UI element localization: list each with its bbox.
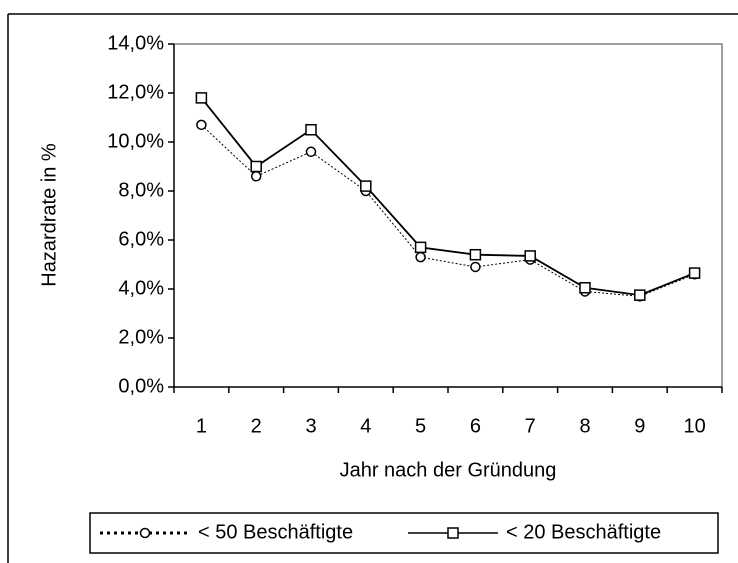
y-tick-label: 8,0% [118,179,164,201]
point [250,171,262,182]
point [195,92,208,104]
x-axis-title: Jahr nach der Gründung [340,459,557,481]
x-tick-label: 6 [470,415,481,437]
y-tick-label: 4,0% [118,277,164,299]
legend-label: < 50 Beschäftigte [198,521,353,543]
point [139,527,151,539]
y-axis-title: Hazardrate in % [38,143,60,287]
point [447,527,459,539]
x-tick-label: 2 [251,415,262,437]
point [688,267,701,279]
point [305,124,317,136]
y-tick-label: 10,0% [107,130,164,152]
x-tick-label: 3 [305,415,316,437]
x-tick-label: 4 [360,415,371,437]
point [634,289,646,301]
point [250,160,262,173]
point [305,146,317,158]
x-tick-label: 10 [683,415,705,437]
series-line [200,97,695,297]
x-tick-label: 9 [634,415,645,437]
point [196,119,207,131]
point [579,282,591,294]
y-tick-label: 14,0% [107,32,164,54]
x-tick-label: 8 [579,415,590,437]
point [524,250,536,262]
y-tick-label: 6,0% [118,228,164,250]
y-tick-label: 0,0% [118,375,164,397]
series-line [201,124,695,297]
x-tick-label: 7 [525,415,536,437]
point [469,248,482,261]
legend-label: < 20 Beschäftigte [506,521,661,543]
y-tick-label: 2,0% [118,326,164,348]
point [470,261,481,273]
x-tick-label: 5 [415,415,426,437]
point [414,241,427,254]
point [415,251,426,263]
plot-border [174,43,723,387]
legend-box [89,512,719,554]
y-tick-label: 12,0% [107,81,164,103]
point [360,180,372,192]
x-tick-label: 1 [196,415,207,437]
